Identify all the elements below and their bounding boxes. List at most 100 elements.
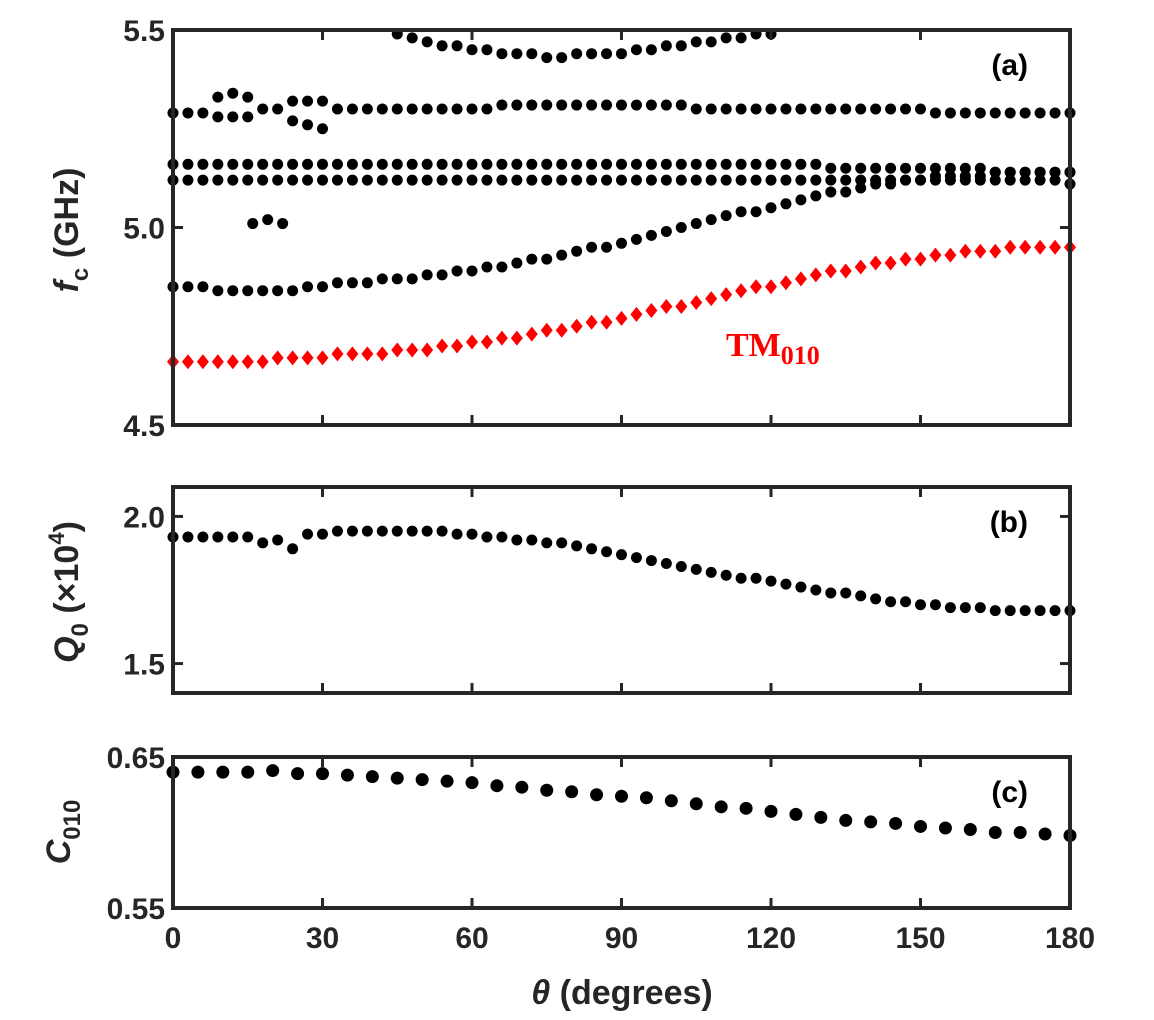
data-point-mode-band-5.29 xyxy=(571,99,583,111)
panel-b-ylabel-symbol: Q xyxy=(48,636,86,662)
data-point-TM010 xyxy=(720,287,733,303)
data-point-Q0 xyxy=(675,560,687,572)
data-point-mode-band-5.01-isolated xyxy=(247,218,259,230)
panel-a-ylabel-unit: (GHz) xyxy=(48,168,86,268)
y-tick-label: 5.5 xyxy=(123,15,165,48)
data-point-mode-band-5.16 xyxy=(959,162,971,174)
data-point-mode-band-5.16 xyxy=(944,162,956,174)
series-TM010 xyxy=(167,239,1076,370)
tm010-annotation-sub: 010 xyxy=(781,341,820,370)
tm010-annotation-text: TM xyxy=(726,327,781,364)
data-point-mode-band-5.16 xyxy=(795,158,807,170)
data-point-mode-band-rising xyxy=(586,241,598,253)
data-point-mode-band-5.16 xyxy=(645,158,657,170)
data-point-Q0 xyxy=(690,563,702,575)
data-point-mode-band-rising xyxy=(989,166,1001,178)
data-point-TM010 xyxy=(615,310,628,326)
data-point-C010 xyxy=(864,815,878,829)
data-point-Q0 xyxy=(929,599,941,611)
y-tick-label: 5.0 xyxy=(123,213,165,246)
data-point-Q0 xyxy=(302,528,314,540)
data-point-mode-band-5.16 xyxy=(915,162,926,174)
data-point-mode-band-5.29 xyxy=(287,115,299,127)
panel-b-ylabel: Q0 (×104) xyxy=(44,521,94,663)
data-point-mode-band-rising xyxy=(944,170,956,182)
data-point-mode-band-5.29 xyxy=(1019,107,1031,119)
data-point-TM010 xyxy=(794,271,807,287)
data-point-mode-band-rising xyxy=(645,229,657,241)
panel-b-label: (b) xyxy=(990,506,1028,539)
data-point-mode-band-5.12 xyxy=(765,174,777,186)
y-tick-label: 2.0 xyxy=(123,501,165,534)
data-point-TM010 xyxy=(884,255,897,271)
data-point-C010 xyxy=(266,764,280,778)
data-point-mode-band-5.29 xyxy=(361,103,373,115)
data-point-mode-band-top xyxy=(630,44,642,56)
data-point-TM010 xyxy=(899,251,912,267)
data-point-mode-band-5.29 xyxy=(391,103,403,115)
data-point-TM010 xyxy=(959,243,972,259)
data-point-mode-band-rising xyxy=(675,222,687,233)
x-axis-label: θ (degrees) xyxy=(531,974,712,1012)
data-point-Q0 xyxy=(451,528,463,540)
data-point-mode-band-rising xyxy=(272,285,284,297)
data-point-TM010 xyxy=(750,279,763,295)
data-point-mode-band-rising xyxy=(750,206,762,218)
data-point-mode-band-rising xyxy=(436,269,448,281)
data-point-TM010 xyxy=(211,354,224,370)
data-point-mode-band-5.16 xyxy=(436,158,448,170)
data-point-TM010 xyxy=(480,334,493,350)
data-point-C010 xyxy=(291,767,305,781)
data-point-mode-band-5.16 xyxy=(242,158,254,170)
data-point-mode-band-rising xyxy=(765,202,777,214)
data-point-mode-band-5.16 xyxy=(376,158,388,170)
data-point-mode-band-5.16 xyxy=(900,162,912,174)
data-point-mode-band-rising xyxy=(735,206,747,218)
data-point-mode-band-5.29 xyxy=(915,103,926,115)
data-point-mode-band-5.29 xyxy=(675,99,687,111)
data-point-mode-band-top xyxy=(720,32,732,44)
data-point-C010 xyxy=(1038,827,1052,841)
data-point-mode-band-5.12 xyxy=(601,174,613,186)
data-point-mode-band-rising xyxy=(197,281,209,293)
data-point-mode-band-5.12 xyxy=(212,174,224,186)
data-point-mode-band-5.29 xyxy=(451,103,463,115)
data-point-Q0 xyxy=(541,537,553,549)
data-point-Q0 xyxy=(182,531,194,543)
data-point-mode-band-5.16 xyxy=(406,158,418,170)
data-point-mode-band-5.12 xyxy=(511,174,523,186)
data-point-TM010 xyxy=(181,354,194,370)
data-point-mode-band-5.16 xyxy=(182,158,194,170)
data-point-mode-band-5.12 xyxy=(242,174,254,186)
data-point-mode-band-5.29 xyxy=(197,107,209,119)
data-point-C010 xyxy=(764,804,778,818)
data-point-Q0 xyxy=(885,596,897,608)
data-point-TM010 xyxy=(630,306,643,322)
data-point-TM010 xyxy=(585,314,598,330)
data-point-mode-band-5.12 xyxy=(556,174,568,186)
data-point-TM010 xyxy=(600,314,613,330)
data-point-Q0 xyxy=(391,525,403,537)
series-Q0 xyxy=(167,525,1076,617)
panel-a-ylabel-sub: c xyxy=(67,268,94,281)
data-point-TM010 xyxy=(271,350,284,366)
data-point-mode-band-rising xyxy=(242,285,254,297)
data-point-mode-band-5.12 xyxy=(735,174,747,186)
panel-b-ylabel-exp: 4 xyxy=(44,532,69,545)
data-point-mode-band-5.16 xyxy=(272,158,284,170)
data-point-C010 xyxy=(390,771,404,785)
data-point-TM010 xyxy=(1034,239,1047,255)
data-point-mode-band-rising xyxy=(825,186,837,198)
data-point-mode-band-5.16 xyxy=(765,158,777,170)
data-point-Q0 xyxy=(765,575,777,587)
data-point-C010 xyxy=(963,822,977,836)
y-tick-label: 4.5 xyxy=(123,410,165,443)
data-point-Q0 xyxy=(421,525,433,537)
data-point-Q0 xyxy=(406,525,418,537)
data-point-TM010 xyxy=(226,354,239,370)
data-point-TM010 xyxy=(765,279,777,295)
data-point-C010 xyxy=(639,791,653,805)
data-point-TM010 xyxy=(1019,239,1032,255)
data-point-Q0 xyxy=(780,578,792,590)
